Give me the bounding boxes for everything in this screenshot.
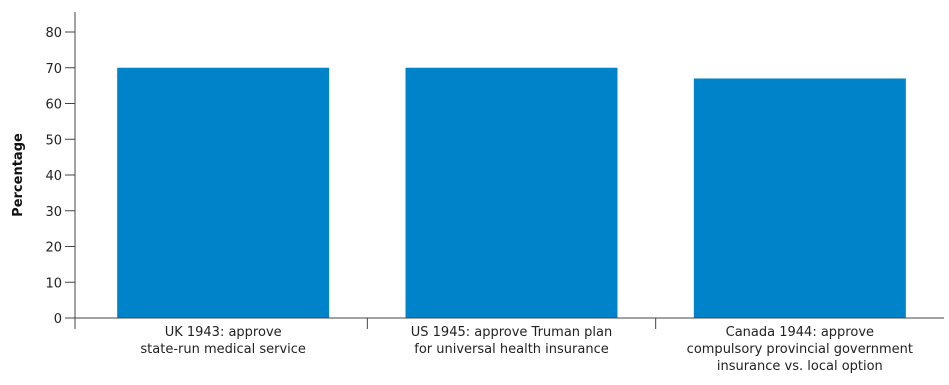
bar bbox=[117, 67, 330, 318]
x-tick-label: Canada 1944: approve compulsory provincia… bbox=[687, 325, 913, 374]
y-tick-label: 20 bbox=[45, 241, 62, 256]
y-tick-label: 50 bbox=[45, 133, 62, 148]
x-axis: UK 1943: approve state-run medical servic… bbox=[74, 317, 944, 374]
y-axis: 0 10 20 30 40 50 60 70 80 bbox=[45, 12, 76, 327]
x-tick-label-line: state-run medical service bbox=[140, 342, 306, 357]
bars bbox=[117, 67, 906, 318]
x-tick-label: US 1945: approve Truman plan for universa… bbox=[411, 325, 613, 357]
x-tick-label-line: for universal health insurance bbox=[414, 342, 608, 357]
x-tick-label: UK 1943: approve state-run medical servic… bbox=[140, 325, 306, 357]
x-tick-label-line: US 1945: approve Truman plan bbox=[411, 325, 613, 340]
x-tick-label-line: UK 1943: approve bbox=[165, 325, 282, 340]
y-axis-label: Percentage bbox=[11, 133, 26, 217]
y-tick-label: 0 bbox=[54, 312, 62, 327]
y-tick-label: 80 bbox=[45, 26, 62, 41]
y-tick-label: 30 bbox=[45, 205, 62, 220]
y-tick-label: 70 bbox=[45, 62, 62, 77]
y-tick-label: 40 bbox=[45, 169, 62, 184]
x-tick-label-line: insurance vs. local option bbox=[717, 359, 883, 374]
x-tick-label-line: compulsory provincial government bbox=[687, 342, 913, 357]
x-tick-label-line: Canada 1944: approve bbox=[726, 325, 874, 340]
y-tick-label: 10 bbox=[45, 276, 62, 291]
bar bbox=[693, 78, 906, 318]
bar bbox=[405, 67, 618, 318]
y-tick-label: 60 bbox=[45, 98, 62, 113]
